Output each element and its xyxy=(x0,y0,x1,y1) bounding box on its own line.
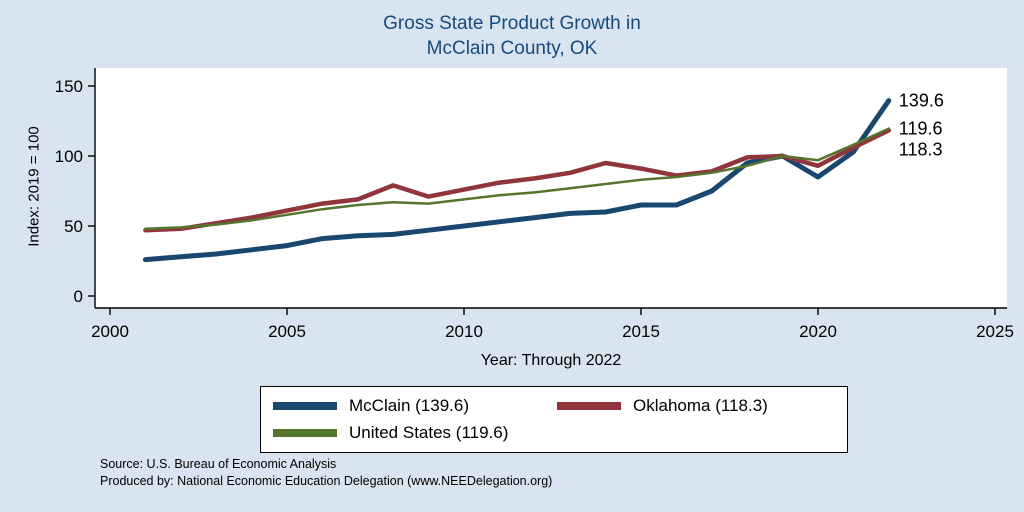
legend-item: Oklahoma (118.3) xyxy=(557,396,841,416)
y-tick-label: 0 xyxy=(74,287,83,306)
end-value-label: 119.6 xyxy=(899,119,943,139)
end-value-label: 118.3 xyxy=(899,140,943,160)
legend-box: McClain (139.6) Oklahoma (118.3) United St… xyxy=(260,386,848,453)
x-tick-label: 2025 xyxy=(976,322,1014,341)
source-note: Source: U.S. Bureau of Economic Analysis xyxy=(100,457,337,471)
series-line-united-states xyxy=(144,127,891,231)
footnotes: Source: U.S. Bureau of Economic Analysis… xyxy=(100,456,552,490)
x-tick-label: 2000 xyxy=(91,322,129,341)
y-tick-label: 150 xyxy=(55,77,83,96)
legend-item: United States (119.6) xyxy=(273,423,557,443)
y-tick-label: 100 xyxy=(55,147,83,166)
legend-swatch xyxy=(273,429,337,437)
x-tick-label: 2015 xyxy=(622,322,660,341)
end-value-label: 139.6 xyxy=(899,91,944,111)
legend-label: United States (119.6) xyxy=(349,423,509,442)
chart-title-line2: McClain County, OK xyxy=(426,37,598,59)
x-axis-label: Year: Through 2022 xyxy=(480,352,622,369)
series-line-oklahoma xyxy=(143,128,892,233)
legend-label: McClain (139.6) xyxy=(349,396,469,415)
chart-title-line1: Gross State Product Growth in xyxy=(383,13,641,34)
y-tick-label: 50 xyxy=(64,217,83,236)
x-tick-label: 2010 xyxy=(445,322,483,341)
x-tick-label: 2020 xyxy=(799,322,837,341)
legend-grid: McClain (139.6) Oklahoma (118.3) United St… xyxy=(273,396,841,443)
chart-title: Gross State Product Growth in McClain Co… xyxy=(0,12,1024,61)
produced-by-note: Produced by: National Economic Education… xyxy=(100,473,553,488)
legend-swatch xyxy=(273,402,337,410)
series-line-mcclain xyxy=(142,98,892,263)
legend-label: Oklahoma (118.3) xyxy=(633,396,768,415)
plot-area xyxy=(95,68,1007,308)
legend-item: McClain (139.6) xyxy=(273,396,557,416)
x-tick-label: 2005 xyxy=(268,322,306,341)
legend-swatch xyxy=(557,402,621,410)
